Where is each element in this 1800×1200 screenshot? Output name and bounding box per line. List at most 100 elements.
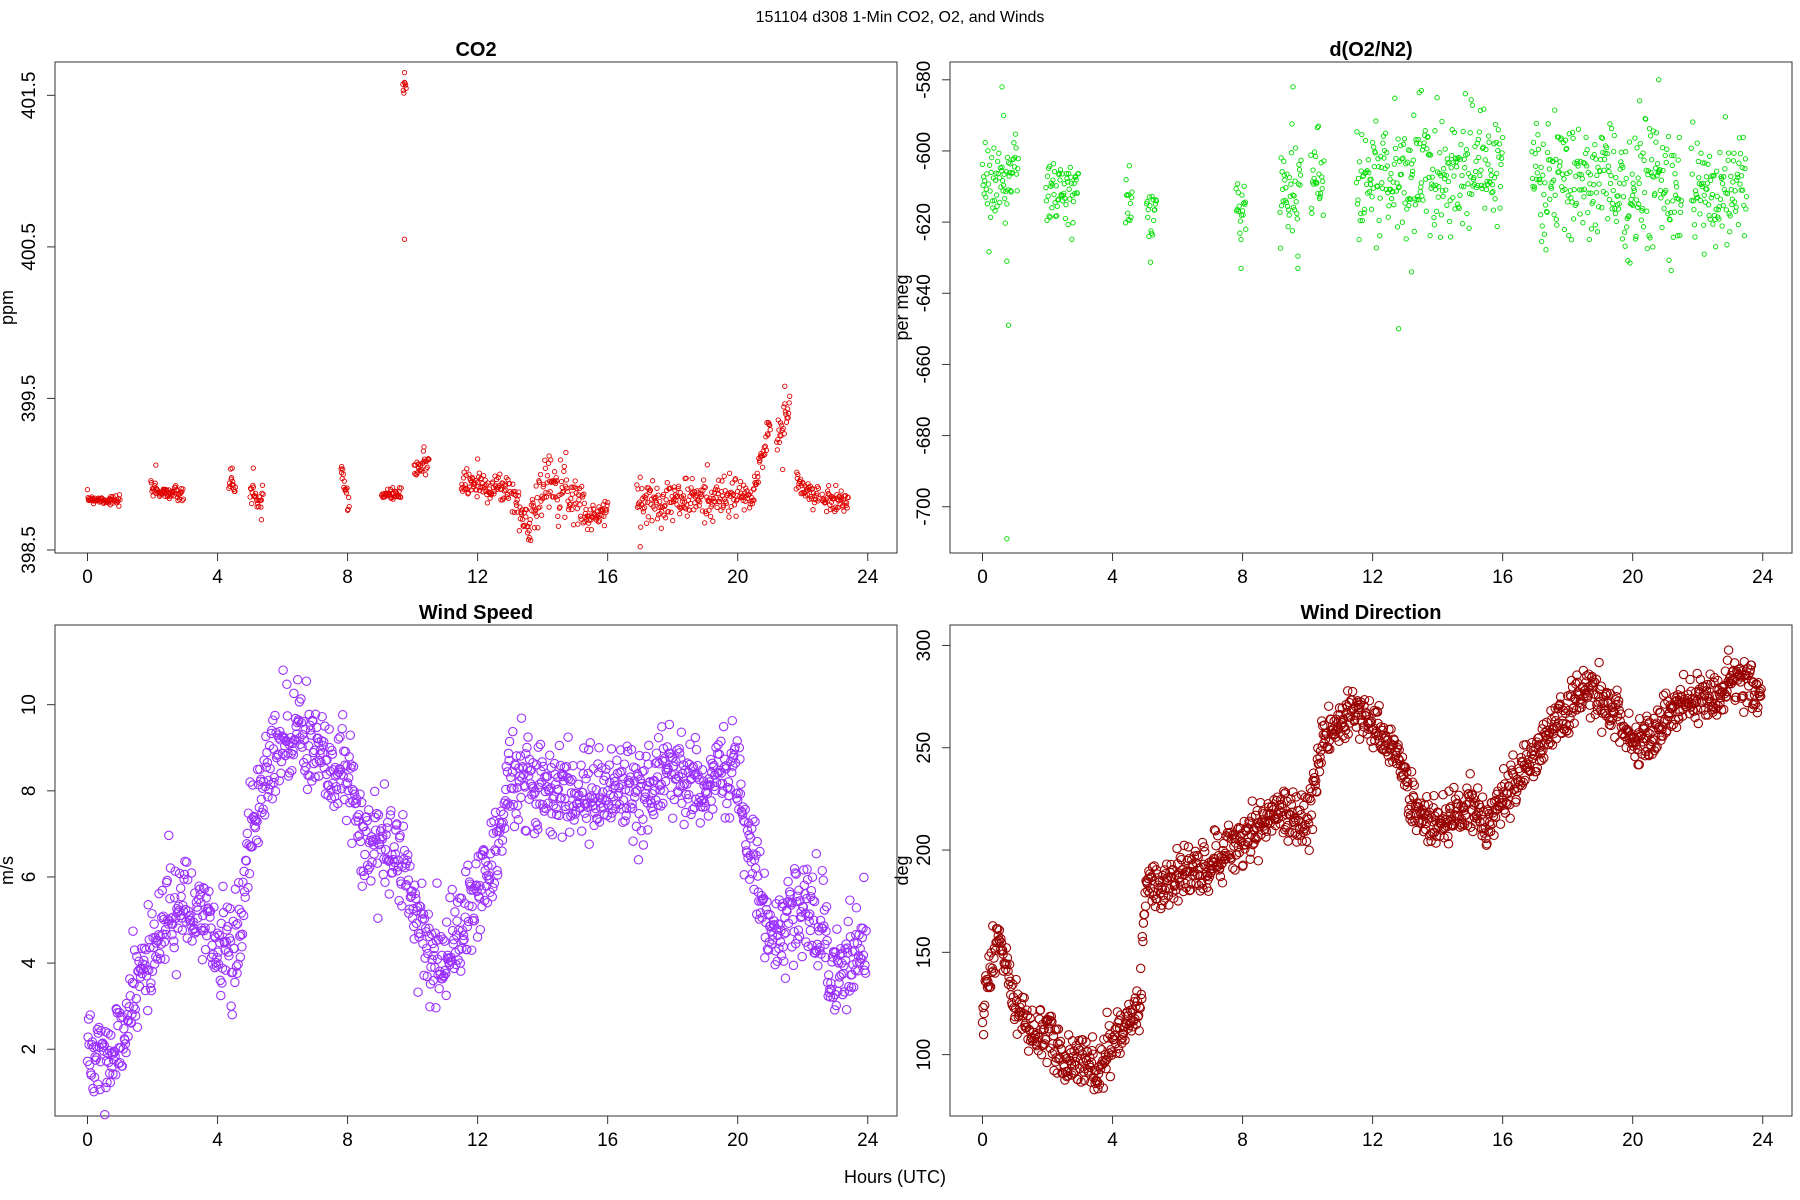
o2-point (1435, 194, 1441, 200)
o2-point (1648, 169, 1654, 176)
wind_direction-xtick-label: 24 (1752, 1130, 1774, 1151)
wind_speed-point (237, 941, 247, 952)
o2-point (1613, 174, 1619, 181)
o2-point (1408, 269, 1415, 275)
o2-point (1277, 245, 1284, 251)
wind_speed-point (690, 732, 701, 743)
o2-point (1476, 154, 1482, 161)
o2-point (1394, 180, 1400, 186)
co2-point (731, 497, 737, 503)
co2-point (726, 514, 732, 520)
co2-point (599, 512, 605, 519)
o2-point (1243, 226, 1249, 232)
o2-point (1070, 198, 1077, 205)
o2-point (1465, 181, 1471, 187)
o2-point (1395, 136, 1401, 142)
co2-point (483, 488, 489, 494)
co2-point (819, 491, 825, 497)
co2-point (497, 471, 503, 477)
co2-point (346, 503, 352, 510)
o2-point (1429, 174, 1435, 180)
o2-point (988, 169, 994, 176)
co2-point (250, 465, 256, 471)
o2-point (1599, 205, 1605, 211)
o2-point (1637, 98, 1643, 104)
o2-point (1074, 190, 1080, 196)
co2-point (340, 466, 346, 472)
o2-point (1489, 190, 1495, 196)
o2-point (1472, 168, 1479, 175)
co2-point (527, 516, 533, 523)
co2-point (403, 85, 409, 91)
o2-point (1611, 132, 1617, 139)
o2-point (1366, 189, 1373, 195)
wind_speed-point (606, 744, 617, 754)
o2-point (1411, 112, 1417, 118)
co2-point (663, 497, 669, 503)
co2-point (831, 495, 837, 502)
co2-point (424, 464, 430, 470)
wind_speed-point (736, 779, 746, 789)
o2-point (1620, 194, 1627, 200)
wind_speed-ytick-label: 4 (19, 957, 40, 968)
co2-xtick-label: 4 (212, 567, 223, 588)
o2-point (1356, 236, 1362, 243)
o2-point (1632, 135, 1638, 141)
co2-point (587, 507, 593, 513)
o2-point (1659, 144, 1666, 151)
co2-point (806, 496, 812, 502)
o2-point (1317, 190, 1324, 197)
o2-ytick-label: -680 (914, 417, 935, 455)
wind_speed-point (394, 895, 404, 906)
o2-point (1354, 201, 1361, 207)
wind_speed-ytick-label: 8 (19, 786, 40, 797)
o2-point (1413, 137, 1419, 143)
o2-point (1552, 107, 1558, 113)
o2-point (1381, 155, 1387, 161)
co2-point (546, 453, 552, 459)
wind_speed-point (225, 903, 235, 914)
o2-point (1599, 135, 1606, 141)
co2-ylabel: ppm (0, 290, 17, 325)
o2-point (1239, 192, 1245, 198)
o2-point (1238, 236, 1244, 243)
o2-point (1240, 212, 1246, 218)
wind_direction-point (1283, 836, 1293, 846)
o2-point (1013, 145, 1019, 151)
o2-point (1709, 191, 1716, 198)
co2-point (419, 468, 425, 474)
co2-point (813, 492, 819, 499)
wind_direction-ytick-label: 150 (914, 936, 935, 968)
o2-point (1676, 134, 1682, 141)
o2-point (1372, 150, 1378, 156)
o2-point (1531, 184, 1538, 190)
wind_speed-point (132, 1022, 143, 1033)
o2-point (1357, 217, 1363, 224)
o2-point (1691, 206, 1697, 213)
co2-point (697, 499, 703, 505)
co2-point (258, 517, 265, 523)
co2-point (506, 480, 513, 487)
o2-point (1401, 136, 1408, 142)
o2-point (1699, 183, 1705, 190)
o2-point (1368, 206, 1375, 212)
wind_direction-point (979, 1008, 989, 1019)
o2-point (1144, 199, 1150, 205)
wind_direction-point (1063, 1030, 1074, 1040)
o2-point (1044, 217, 1050, 224)
o2-point (1365, 157, 1371, 163)
o2-point (1314, 124, 1321, 131)
o2-point (1498, 155, 1505, 161)
o2-point (1128, 214, 1134, 220)
o2-point (1004, 258, 1010, 264)
o2-point (1566, 131, 1572, 137)
o2-point (1693, 191, 1699, 198)
o2-point (1000, 188, 1006, 194)
wind_speed-point (612, 755, 622, 766)
wind_direction-point (1508, 750, 1518, 760)
wind_speed-point (384, 889, 395, 899)
o2-point (1448, 165, 1454, 171)
figure-suptitle: 151104 d308 1-Min CO2, O2, and Winds (756, 9, 1045, 26)
o2-point (1434, 95, 1440, 101)
o2-point (1664, 199, 1671, 205)
